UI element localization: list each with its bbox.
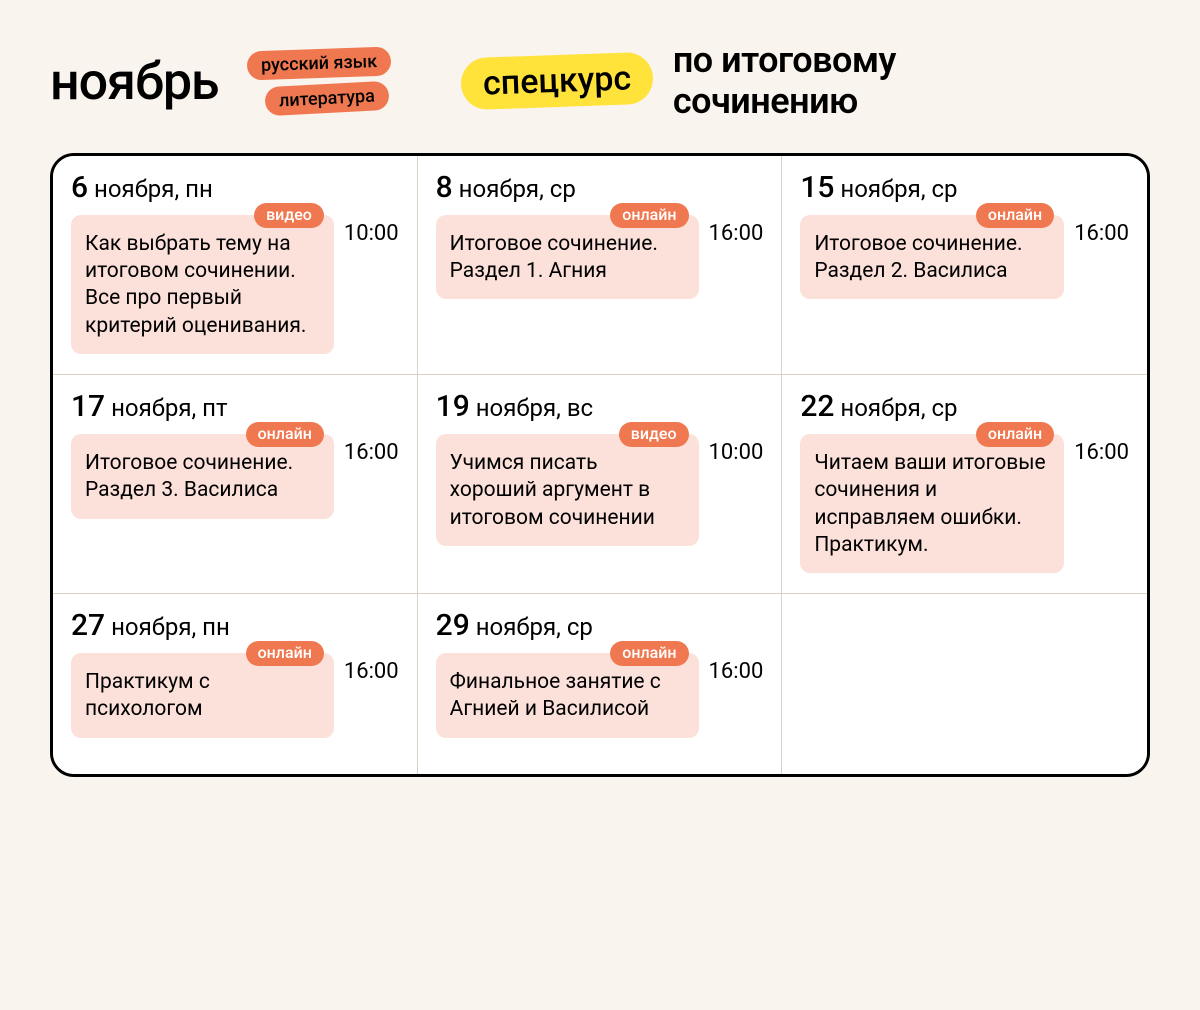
cell-date: 22 ноября, ср — [800, 389, 1129, 424]
course-badge: спецкурс — [460, 52, 654, 111]
mode-badge: онлайн — [976, 203, 1054, 228]
mode-badge: онлайн — [246, 641, 324, 666]
course-title: по итоговому сочинению — [673, 40, 896, 123]
cell-time: 10:00 — [344, 215, 399, 246]
month-label: ноябрь — [50, 51, 219, 112]
cell-date: 15 ноября, ср — [800, 170, 1129, 205]
cell-date: 8 ноября, ср — [436, 170, 764, 205]
mode-badge: видео — [254, 203, 324, 228]
subject-tags: русский язык литература — [247, 49, 391, 113]
mode-badge: онлайн — [610, 641, 688, 666]
subject-tag: литература — [264, 81, 389, 116]
cell-date: 27 ноября, пн — [71, 608, 399, 643]
topic-box: Учимся писать хороший аргумент в итогово… — [436, 434, 699, 546]
subject-tag: русский язык — [246, 47, 391, 81]
cell-time: 16:00 — [344, 434, 399, 465]
schedule-cell: 8 ноября, ср Итоговое сочинение. Раздел 1… — [418, 156, 783, 375]
topic-box: Итоговое сочинение. Раздел 3. Василисаон… — [71, 434, 334, 519]
schedule-cell: 19 ноября, вс Учимся писать хороший аргум… — [418, 375, 783, 594]
topic-box: Читаем ваши итоговые сочинения и исправл… — [800, 434, 1064, 573]
cell-time: 16:00 — [709, 215, 764, 246]
cell-time: 16:00 — [709, 653, 764, 684]
cell-time: 16:00 — [1074, 215, 1129, 246]
topic-box: Итоговое сочинение. Раздел 1. Агнияонлай… — [436, 215, 699, 300]
cell-date: 17 ноября, пт — [71, 389, 399, 424]
topic-box: Практикум с психологомонлайн — [71, 653, 334, 738]
cell-time: 10:00 — [709, 434, 764, 465]
topic-box: Как выбрать тему на итоговом сочинении. … — [71, 215, 334, 354]
cell-date: 29 ноября, ср — [436, 608, 764, 643]
schedule-cell: 6 ноября, пн Как выбрать тему на итоговом… — [53, 156, 418, 375]
schedule-cell — [782, 594, 1147, 774]
mode-badge: онлайн — [246, 422, 324, 447]
schedule-cell: 17 ноября, пт Итоговое сочинение. Раздел … — [53, 375, 418, 594]
mode-badge: онлайн — [976, 422, 1054, 447]
schedule-cell: 27 ноября, пн Практикум с психологомонлай… — [53, 594, 418, 774]
cell-date: 19 ноября, вс — [436, 389, 764, 424]
schedule-cell: 15 ноября, ср Итоговое сочинение. Раздел … — [782, 156, 1147, 375]
header: ноябрь русский язык литература спецкурс … — [50, 40, 1150, 123]
cell-time: 16:00 — [344, 653, 399, 684]
mode-badge: онлайн — [610, 203, 688, 228]
schedule-cell: 29 ноября, ср Финальное занятие с Агнией … — [418, 594, 783, 774]
topic-box: Итоговое сочинение. Раздел 2. Василисаон… — [800, 215, 1064, 300]
schedule-grid: 6 ноября, пн Как выбрать тему на итоговом… — [50, 153, 1150, 777]
cell-date: 6 ноября, пн — [71, 170, 399, 205]
cell-time: 16:00 — [1074, 434, 1129, 465]
topic-box: Финальное занятие с Агнией и Василисойон… — [436, 653, 699, 738]
mode-badge: видео — [619, 422, 689, 447]
schedule-cell: 22 ноября, ср Читаем ваши итоговые сочине… — [782, 375, 1147, 594]
